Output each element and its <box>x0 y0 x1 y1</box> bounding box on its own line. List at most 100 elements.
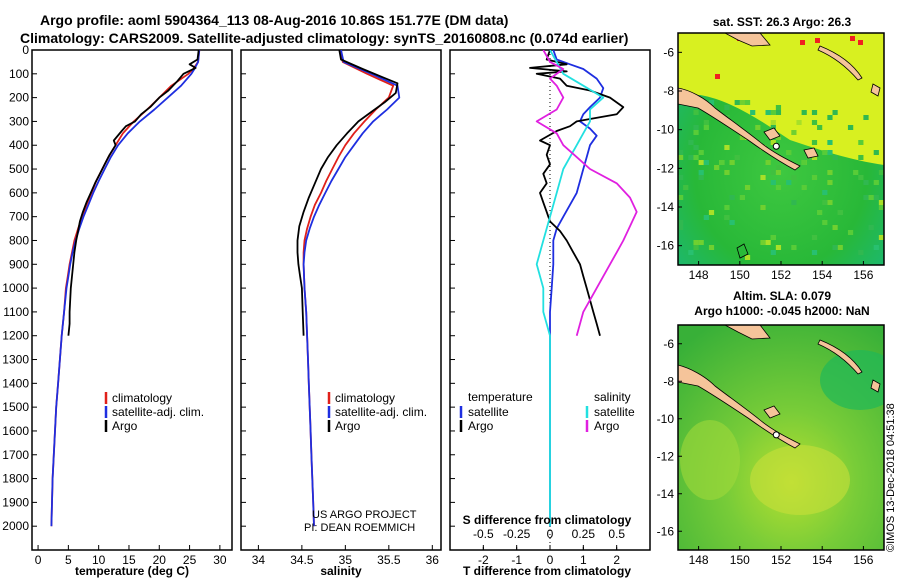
map-y-tick-label: -8 <box>663 84 674 98</box>
sst-pixel <box>791 175 797 180</box>
sst-pixel <box>868 225 874 230</box>
series-argo <box>296 50 399 336</box>
y-tick-label: 500 <box>9 162 29 176</box>
reef-outline <box>736 243 749 259</box>
series-satellite-adj-clim- <box>302 50 401 527</box>
sst-pixel <box>832 155 838 160</box>
sst-pixel <box>698 150 704 155</box>
series-salinity-satellite <box>535 50 605 527</box>
x-tick-label: 36 <box>426 553 440 567</box>
sst-pixel <box>693 110 699 115</box>
land-new-guinea-tail <box>678 364 801 449</box>
temperature-panel-frame <box>31 49 233 551</box>
sst-pixel <box>744 185 751 190</box>
x-tick-label: 10 <box>92 553 106 567</box>
sst-pixel <box>791 245 797 250</box>
legend-title-salinity: salinity <box>594 390 631 404</box>
sst-pixel <box>770 180 776 185</box>
legend-label-climatology: climatology <box>112 391 172 405</box>
map-x-tick-label: 154 <box>812 268 832 282</box>
sst-map-title: sat. SST: 26.3 Argo: 26.3 <box>713 15 852 29</box>
sst-pixel <box>863 115 869 120</box>
sst-pixel <box>858 250 864 255</box>
series-climatology <box>50 50 201 527</box>
x-tick-label: 35.5 <box>377 553 401 567</box>
sst-pixel <box>703 215 709 220</box>
sst-pixel <box>873 245 879 250</box>
land-new-guinea-tail <box>678 87 801 171</box>
sst-map-axes: 148 150 152 154 156 -6 -8 -10 -12 -14 -16 <box>657 45 874 282</box>
temperature-x-axis: 0 5 10 15 20 25 30 <box>35 545 227 567</box>
difference-legend: temperature satellite Argo salinity sate… <box>459 390 635 433</box>
x2-tick-label: -0.5 <box>473 527 494 541</box>
sst-pixel <box>811 155 818 160</box>
salinity-lines <box>296 50 401 527</box>
y-tick-label: 600 <box>9 186 29 200</box>
land-island-3 <box>870 379 881 393</box>
y-tick-label: 900 <box>9 257 29 271</box>
sst-pixel <box>765 160 771 165</box>
sla-map-title: Altim. SLA: 0.079 <box>733 289 831 303</box>
sst-hot-pixel <box>815 38 820 43</box>
x-tick-label: 25 <box>183 553 197 567</box>
legend-label-satellite: satellite-adj. clim. <box>335 405 427 419</box>
y-tick-label: 1400 <box>2 376 29 390</box>
sst-pixel <box>739 100 745 105</box>
y-tick-label: 300 <box>9 114 29 128</box>
temperature-xlabel: temperature (deg C) <box>75 564 189 578</box>
sst-pixel <box>724 105 730 110</box>
map-x-tick-label: 152 <box>771 553 791 567</box>
map-y-tick-label: -6 <box>663 45 674 59</box>
argo-float-marker <box>772 431 780 439</box>
pressure-axis: 0 100 200 300 400 500 600 700 800 900 1000 1100 1200… <box>2 43 455 533</box>
sst-pixel <box>765 110 771 115</box>
y-tick-label: 800 <box>9 233 29 247</box>
legend-label-s-satellite: satellite <box>594 405 635 419</box>
difference-lines <box>529 50 638 527</box>
sst-pixel <box>755 125 761 130</box>
x2-tick-label: -0.25 <box>503 527 531 541</box>
series-climatology <box>302 50 395 527</box>
sst-pixel <box>847 230 854 235</box>
sst-pixel <box>765 240 771 245</box>
sst-pixel <box>724 205 730 210</box>
sst-pixel <box>714 165 720 170</box>
sst-pixel <box>703 160 709 165</box>
sst-pixel <box>878 170 884 175</box>
sst-pixel <box>770 125 776 130</box>
sst-pixel <box>858 155 864 160</box>
sst-pixel <box>801 110 807 115</box>
map-y-tick-label: -8 <box>663 374 674 388</box>
sst-pixel <box>827 170 833 175</box>
sst-pixel <box>822 190 828 195</box>
argo-float-marker <box>772 142 780 150</box>
sst-pixel <box>863 180 869 185</box>
y-tick-label: 0 <box>22 43 29 57</box>
sst-pixel <box>811 175 818 180</box>
sst-pixel <box>678 175 684 180</box>
x-tick-label: -1 <box>511 553 522 567</box>
credit-line-1: US ARGO PROJECT <box>312 509 417 521</box>
x2-tick-label: 0.25 <box>572 527 596 541</box>
sst-pixel <box>698 170 704 175</box>
sst-pixel <box>832 245 838 250</box>
sst-pixel <box>827 180 833 185</box>
map-y-tick-label: -10 <box>657 123 675 137</box>
salinity-x-axis: 34 34.5 35 35.5 36 <box>252 545 440 567</box>
timestamp: ©IMOS 13-Dec-2018 04:51:38 <box>885 403 897 552</box>
sst-pixel <box>703 120 709 125</box>
sst-pixel <box>698 160 704 165</box>
map-y-tick-label: -12 <box>657 449 675 463</box>
sst-pixel <box>724 215 730 220</box>
map-x-tick-label: 154 <box>812 553 832 567</box>
sst-pixel <box>688 140 694 145</box>
sst-pixel <box>775 165 782 170</box>
sst-pixel <box>775 110 782 115</box>
y-tick-label: 2000 <box>2 519 29 533</box>
temperature-legend: climatology satellite-adj. clim. Argo <box>104 391 204 433</box>
sst-pixel <box>837 245 843 250</box>
sst-pixel <box>698 175 704 180</box>
map-y-tick-label: -10 <box>657 412 675 426</box>
sst-pixel <box>729 220 735 225</box>
map-x-tick-label: 156 <box>853 268 873 282</box>
